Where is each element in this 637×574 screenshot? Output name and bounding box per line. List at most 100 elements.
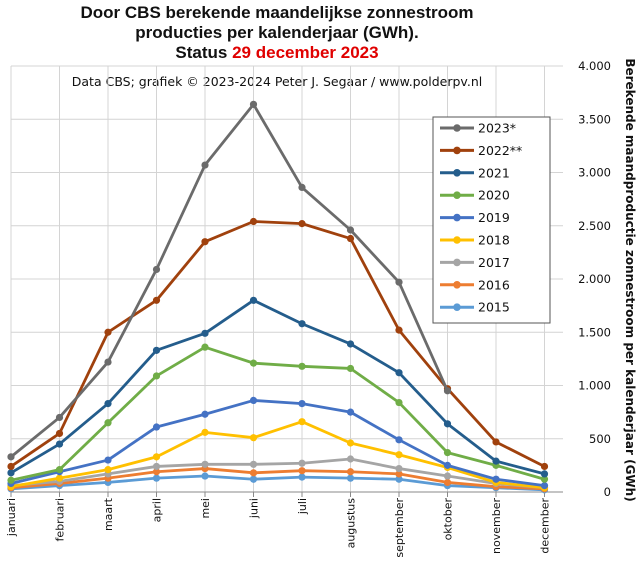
data-point	[540, 482, 549, 490]
data-point	[443, 461, 452, 469]
y-tick-label: 1.000	[578, 379, 611, 393]
legend-entry: 2016	[440, 277, 510, 292]
status-date: 29 december 2023	[232, 43, 379, 62]
status-label: Status	[175, 43, 232, 62]
series-line	[10, 102, 449, 458]
data-point	[201, 410, 209, 418]
series-lines	[7, 100, 549, 494]
legend-label: 2022**	[478, 143, 522, 158]
data-point	[395, 451, 403, 459]
legend-entry: 2023*	[440, 121, 516, 136]
legend-swatch-marker	[453, 146, 461, 155]
data-point	[298, 459, 306, 467]
data-point	[395, 436, 403, 444]
data-point	[104, 419, 112, 427]
x-tick-label: augustus	[345, 498, 358, 549]
data-point	[104, 456, 112, 464]
y-tick-label: 500	[589, 432, 611, 446]
y-tick-label: 2.000	[578, 272, 611, 286]
data-point	[395, 398, 403, 407]
series-line	[10, 298, 545, 476]
series-line	[10, 420, 545, 490]
series-line	[10, 467, 545, 491]
legend-label: 2019	[478, 210, 510, 225]
series-line	[10, 345, 545, 482]
data-point	[346, 474, 355, 482]
data-point	[298, 220, 306, 228]
y-tick-label: 3.000	[578, 166, 611, 180]
series-line	[10, 220, 546, 468]
x-tick-label: oktober	[442, 498, 455, 541]
chart-subtitle: Data CBS; grafiek © 2023-2024 Peter J. S…	[72, 74, 482, 89]
data-point	[249, 217, 258, 226]
data-point	[395, 475, 403, 483]
data-point	[55, 413, 64, 422]
data-point	[492, 475, 500, 483]
data-point	[443, 420, 452, 428]
legend-label: 2021	[478, 165, 510, 180]
data-point	[152, 474, 161, 482]
data-point	[395, 470, 403, 478]
legend-swatch-marker	[453, 281, 461, 289]
y-tick-label: 3.500	[578, 112, 611, 126]
data-point	[346, 234, 355, 243]
data-point	[152, 372, 161, 380]
legend-entry: 2020	[440, 188, 510, 203]
data-point	[201, 329, 209, 337]
data-point	[346, 408, 355, 416]
data-point	[346, 364, 355, 373]
data-point	[298, 467, 306, 475]
y-tick-label: 0	[604, 485, 611, 499]
data-point	[346, 468, 355, 476]
data-point	[395, 278, 403, 286]
series-line	[10, 399, 545, 487]
data-point	[540, 462, 549, 471]
data-point	[55, 466, 64, 474]
x-tick-label: mei	[199, 498, 212, 519]
x-tick-label: juni	[248, 498, 261, 519]
x-tick-label: december	[539, 498, 552, 554]
data-point	[443, 478, 452, 487]
data-point	[152, 265, 161, 274]
data-point	[249, 475, 258, 483]
legend-label: 2015	[478, 300, 510, 315]
legend-entry: 2019	[440, 210, 510, 225]
data-point	[55, 474, 64, 482]
legend: 2023* 2022** 2021 2020 2019 2018 2017 2016 2015	[432, 116, 551, 324]
data-point	[249, 296, 258, 304]
legend-swatch-marker	[453, 191, 461, 199]
series-2023	[7, 100, 452, 461]
legend-entry: 2018	[440, 233, 510, 248]
data-point	[104, 328, 112, 336]
data-point	[152, 346, 161, 354]
data-point	[7, 476, 15, 484]
legend-label: 2020	[478, 188, 510, 203]
data-point	[492, 457, 500, 465]
legend-swatch-marker	[453, 124, 461, 132]
data-point	[104, 358, 112, 366]
data-point	[298, 418, 306, 426]
legend-label: 2017	[478, 255, 510, 270]
series-2020	[7, 343, 549, 484]
data-point	[201, 460, 209, 468]
x-axis: januari februari maart april mei juni juli augu…	[5, 491, 563, 558]
data-point	[152, 453, 161, 461]
chart-title: Door CBS berekende maandelijkse zonnestr…	[81, 3, 474, 62]
data-point	[492, 438, 500, 446]
data-point	[152, 468, 161, 476]
data-point	[152, 462, 161, 471]
data-point	[249, 396, 258, 405]
legend-swatch-marker	[453, 213, 461, 222]
data-point	[249, 434, 258, 442]
legend-swatch-marker	[453, 169, 461, 177]
data-point	[249, 469, 258, 477]
data-point	[443, 387, 452, 395]
legend-swatch-marker	[453, 236, 461, 244]
data-point	[201, 161, 209, 169]
data-point	[249, 359, 258, 367]
data-point	[104, 466, 112, 474]
legend-entry: 2021	[440, 165, 510, 180]
data-point	[201, 238, 209, 246]
legend-entry: 2022**	[440, 143, 522, 158]
